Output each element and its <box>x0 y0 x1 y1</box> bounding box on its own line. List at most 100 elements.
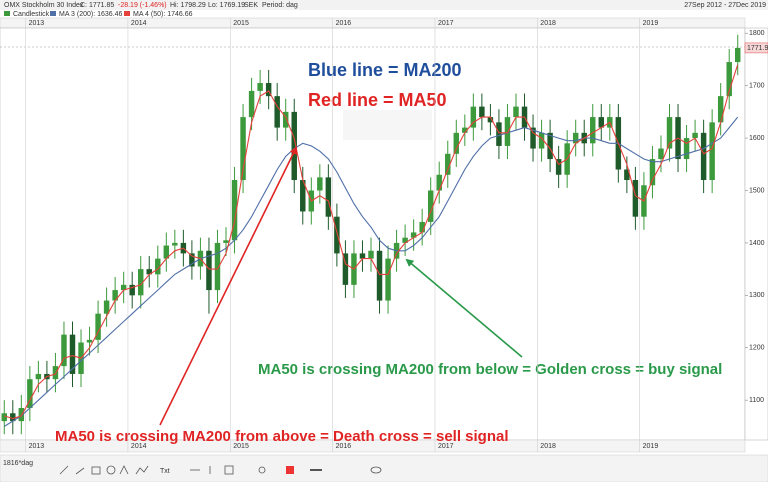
candle-body <box>385 258 391 301</box>
candle-body <box>189 253 195 267</box>
legend-swatch <box>50 11 56 16</box>
tool-circle[interactable] <box>106 465 116 475</box>
candle-body <box>69 334 76 374</box>
tool-dot[interactable] <box>258 466 266 474</box>
tool-rect[interactable] <box>91 466 101 475</box>
candle-body <box>504 117 511 146</box>
quote-low: Lo: 1769.19 <box>208 2 245 9</box>
annotation: Red line = MA50 <box>308 90 447 110</box>
x-tick-label: 2015 <box>233 20 249 27</box>
x-tick-label: 2019 <box>643 20 659 27</box>
candle-body <box>129 284 135 296</box>
y-axis-panel <box>744 27 768 441</box>
y-tick-label: 1300 <box>749 292 765 299</box>
candle-body <box>291 111 297 181</box>
tool-path[interactable] <box>135 465 149 475</box>
x-tick-label: 2014 <box>131 20 147 27</box>
x-tick-label: 2017 <box>438 443 454 450</box>
candle-body <box>572 132 579 144</box>
candle-body <box>95 313 101 340</box>
candle-body <box>359 253 366 259</box>
candle-body <box>700 132 707 181</box>
y-tick-label: 1100 <box>749 397 764 404</box>
price-tag: 1771.9 <box>747 45 768 52</box>
candle-body <box>146 269 152 275</box>
price-tag-box <box>744 42 768 54</box>
annotation: Blue line = MA200 <box>308 60 462 80</box>
candle-body <box>530 127 536 149</box>
candle-body <box>487 117 494 123</box>
overlay-box <box>343 110 432 140</box>
candle-body <box>61 334 67 367</box>
candle-body <box>334 216 340 254</box>
arrow <box>159 146 297 426</box>
candle-body <box>137 269 144 296</box>
y-tick-label: 1600 <box>749 135 765 142</box>
candle-body <box>120 284 127 291</box>
arrow <box>405 258 523 358</box>
tool-color[interactable] <box>286 466 294 474</box>
ma-line <box>4 116 739 427</box>
candle-body <box>172 242 178 246</box>
candle-body <box>666 117 673 149</box>
candle-body <box>453 132 460 154</box>
legend-swatch <box>124 11 130 16</box>
tool-line[interactable] <box>59 465 69 475</box>
candle-body <box>470 106 477 128</box>
candle-body <box>248 90 255 118</box>
y-tick-label: 1200 <box>749 345 765 352</box>
candle-body <box>624 169 630 181</box>
candle-body <box>325 177 332 217</box>
candle-body <box>240 117 246 181</box>
tool-box[interactable] <box>224 465 234 475</box>
annotation: MA50 is crossing MA200 from below = Gold… <box>258 361 722 378</box>
candle-body <box>726 62 732 97</box>
quote-period: Period: dag <box>262 2 298 9</box>
candle-body <box>410 232 417 238</box>
x-tick-label: 2013 <box>29 443 45 450</box>
candle-body <box>632 180 639 217</box>
candle-body <box>10 413 16 422</box>
toolbar-label: 1816*dag <box>3 460 33 467</box>
candle-body <box>538 132 545 149</box>
candle-body <box>436 174 442 191</box>
candle-body <box>368 250 374 259</box>
tool-ray[interactable] <box>75 467 85 475</box>
candle-body <box>27 379 33 409</box>
legend: MA 3 (200): 1636.46 MA 4 (50): 1746.66 <box>50 11 193 18</box>
candle-body <box>18 408 25 422</box>
candle-body <box>683 138 690 160</box>
header-bar <box>0 0 768 10</box>
candle-body <box>445 153 451 175</box>
candle-body <box>717 96 724 123</box>
tool-triangle[interactable] <box>119 465 129 475</box>
candle-body <box>317 177 323 191</box>
candle-body <box>419 221 425 233</box>
candle-body <box>649 159 656 186</box>
tool-eye[interactable] <box>370 466 382 474</box>
candle-body <box>282 111 289 128</box>
candle-body <box>1 413 7 422</box>
candle-body <box>257 83 263 91</box>
candle-body <box>274 96 280 128</box>
year-strip-top <box>0 17 746 29</box>
candle-body <box>265 83 272 97</box>
quote-close: C: 1771.85 <box>80 2 114 9</box>
toolbar-text-tool[interactable]: Txt <box>160 468 170 475</box>
candle-body <box>86 339 93 343</box>
legend-label: MA 4 (50): 1746.66 <box>133 11 193 18</box>
toolbar <box>0 454 768 482</box>
legend-swatch <box>4 11 10 16</box>
quote-high: Hi: 1798.29 <box>170 2 206 9</box>
candle-body <box>35 373 42 380</box>
candle-body <box>555 159 562 175</box>
candle-body <box>479 106 485 118</box>
candle-body <box>496 122 502 146</box>
candle-body <box>735 47 741 63</box>
candle-body <box>155 258 161 275</box>
year-strip-bottom <box>0 439 746 453</box>
candle-body <box>231 180 238 241</box>
y-tick-label: 1400 <box>749 240 765 247</box>
candle-body <box>52 366 59 380</box>
